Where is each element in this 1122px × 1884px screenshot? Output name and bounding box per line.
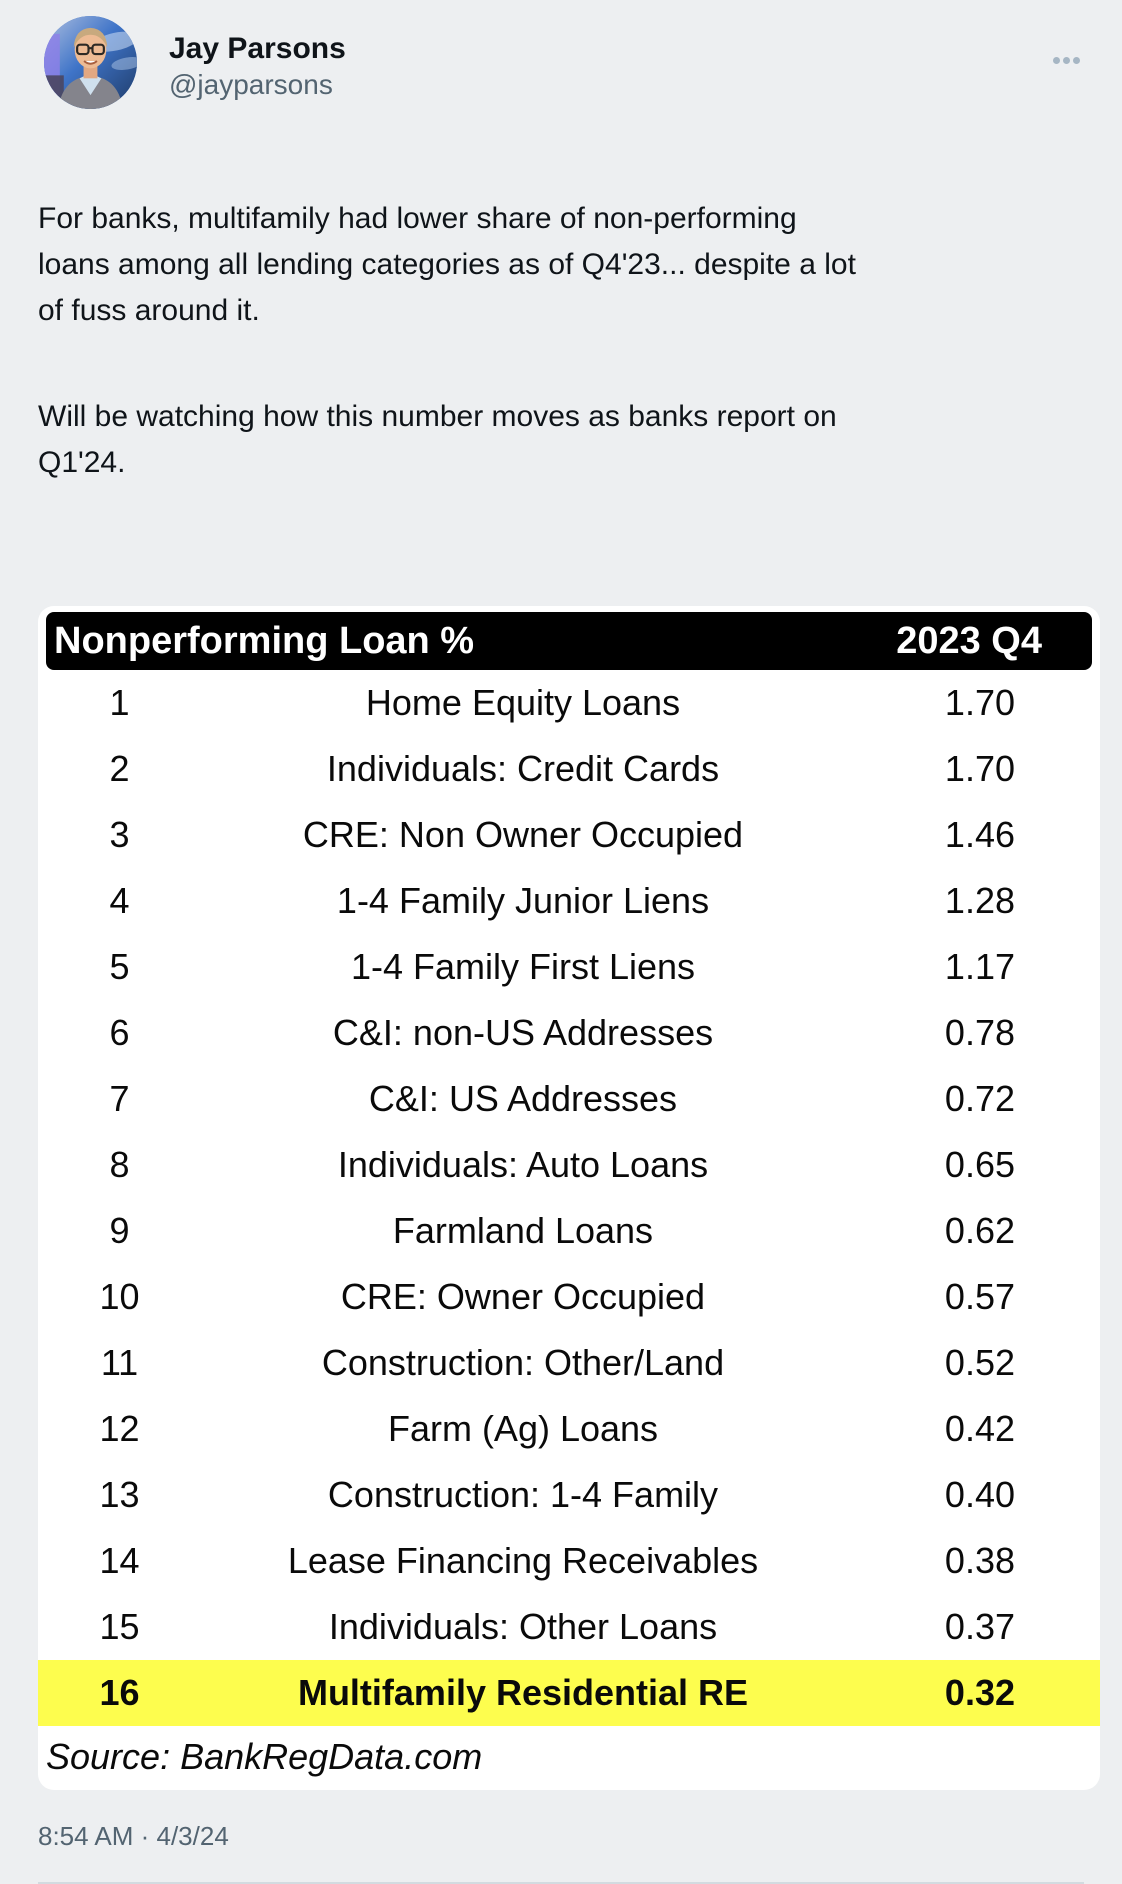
table-row-highlighted: 16 Multifamily Residential RE 0.32 bbox=[38, 1660, 1100, 1726]
row-value: 1.46 bbox=[944, 814, 1015, 855]
tweet-detail: Jay Parsons @jayparsons For banks, multi… bbox=[38, 15, 1100, 1884]
table-header-bar: Nonperforming Loan % 2023 Q4 bbox=[46, 612, 1092, 670]
row-rank: 4 bbox=[109, 880, 130, 921]
row-value: 0.72 bbox=[944, 1078, 1015, 1119]
table-row: 2 Individuals: Credit Cards 1.70 bbox=[38, 736, 1100, 802]
row-category: C&I: non-US Addresses bbox=[332, 1012, 714, 1053]
row-rank: 13 bbox=[99, 1474, 140, 1515]
table-body: 1 Home Equity Loans 1.70 2 Individuals: Cre… bbox=[38, 670, 1100, 1726]
row-category: Home Equity Loans bbox=[365, 682, 681, 723]
row-rank: 12 bbox=[99, 1408, 140, 1449]
table-row: 8 Individuals: Auto Loans 0.65 bbox=[38, 1132, 1100, 1198]
row-rank: 9 bbox=[109, 1210, 130, 1251]
table-title: Nonperforming Loan % bbox=[54, 619, 475, 662]
table-row: 5 1-4 Family First Liens 1.17 bbox=[38, 934, 1100, 1000]
row-rank: 15 bbox=[99, 1606, 140, 1647]
row-rank: 8 bbox=[109, 1144, 130, 1185]
row-value: 0.78 bbox=[944, 1012, 1015, 1053]
row-value: 0.65 bbox=[944, 1144, 1015, 1185]
table-row: 13 Construction: 1-4 Family 0.40 bbox=[38, 1462, 1100, 1528]
table-row: 12 Farm (Ag) Loans 0.42 bbox=[38, 1396, 1100, 1462]
row-category: Individuals: Other Loans bbox=[328, 1606, 718, 1647]
row-category: Lease Financing Receivables bbox=[287, 1540, 759, 1581]
row-value: 0.57 bbox=[944, 1276, 1015, 1317]
row-category: Individuals: Credit Cards bbox=[326, 748, 720, 789]
table-row: 10 CRE: Owner Occupied 0.57 bbox=[38, 1264, 1100, 1330]
more-options-button[interactable] bbox=[1049, 53, 1084, 68]
table-period: 2023 Q4 bbox=[896, 619, 1042, 662]
row-rank: 3 bbox=[109, 814, 130, 855]
row-category: Individuals: Auto Loans bbox=[337, 1144, 709, 1185]
table-row: 7 C&I: US Addresses 0.72 bbox=[38, 1066, 1100, 1132]
row-rank: 5 bbox=[109, 946, 130, 987]
tweet-paragraph: Will be watching how this number moves a… bbox=[38, 400, 837, 479]
row-value: 1.70 bbox=[944, 682, 1015, 723]
row-rank: 1 bbox=[109, 682, 130, 723]
row-category: 1-4 Family Junior Liens bbox=[336, 880, 710, 921]
row-value: 0.42 bbox=[944, 1408, 1015, 1449]
table-row: 1 Home Equity Loans 1.70 bbox=[38, 670, 1100, 736]
row-value: 0.38 bbox=[944, 1540, 1015, 1581]
table-row: 15 Individuals: Other Loans 0.37 bbox=[38, 1594, 1100, 1660]
row-category: Multifamily Residential RE bbox=[297, 1672, 749, 1713]
row-value: 0.62 bbox=[944, 1210, 1015, 1251]
row-value: 1.28 bbox=[944, 880, 1015, 921]
row-category: Farm (Ag) Loans bbox=[387, 1408, 659, 1449]
tweet-header: Jay Parsons @jayparsons bbox=[38, 15, 1084, 109]
avatar[interactable] bbox=[44, 15, 137, 109]
tweet-text: For banks, multifamily had lower share o… bbox=[38, 150, 1084, 532]
ellipsis-icon bbox=[1053, 57, 1080, 64]
table-row: 4 1-4 Family Junior Liens 1.28 bbox=[38, 868, 1100, 934]
row-category: 1-4 Family First Liens bbox=[350, 946, 696, 987]
tweet-media-table[interactable]: Nonperforming Loan % 2023 Q4 1 Home Equit… bbox=[38, 606, 1100, 1790]
row-rank: 2 bbox=[109, 748, 130, 789]
row-category: Construction: 1-4 Family bbox=[327, 1474, 719, 1515]
row-value: 0.52 bbox=[944, 1342, 1015, 1383]
table-row: 6 C&I: non-US Addresses 0.78 bbox=[38, 1000, 1100, 1066]
row-value: 1.17 bbox=[944, 946, 1015, 987]
row-rank: 16 bbox=[99, 1672, 140, 1713]
table-row: 11 Construction: Other/Land 0.52 bbox=[38, 1330, 1100, 1396]
row-rank: 10 bbox=[99, 1276, 140, 1317]
row-value: 0.32 bbox=[944, 1672, 1015, 1713]
timestamp: 8:54 AM · 4/3/24 bbox=[38, 1821, 229, 1851]
table-row: 3 CRE: Non Owner Occupied 1.46 bbox=[38, 802, 1100, 868]
row-category: Farmland Loans bbox=[392, 1210, 654, 1251]
row-category: Construction: Other/Land bbox=[321, 1342, 725, 1383]
user-display-name[interactable]: Jay Parsons bbox=[169, 32, 346, 65]
row-rank: 11 bbox=[100, 1342, 139, 1383]
avatar-image bbox=[44, 15, 137, 109]
row-category: CRE: Non Owner Occupied bbox=[302, 814, 744, 855]
row-rank: 6 bbox=[109, 1012, 130, 1053]
user-handle[interactable]: @jayparsons bbox=[169, 69, 333, 100]
row-category: CRE: Owner Occupied bbox=[340, 1276, 706, 1317]
row-category: C&I: US Addresses bbox=[368, 1078, 678, 1119]
row-rank: 14 bbox=[99, 1540, 140, 1581]
row-value: 0.37 bbox=[944, 1606, 1015, 1647]
row-value: 1.70 bbox=[944, 748, 1015, 789]
row-value: 0.40 bbox=[944, 1474, 1015, 1515]
table-row: 14 Lease Financing Receivables 0.38 bbox=[38, 1528, 1100, 1594]
tweet-paragraph: For banks, multifamily had lower share o… bbox=[38, 202, 856, 327]
table-row: 9 Farmland Loans 0.62 bbox=[38, 1198, 1100, 1264]
table-source: Source: BankRegData.com bbox=[46, 1736, 483, 1777]
user-block: Jay Parsons @jayparsons bbox=[169, 30, 346, 102]
row-rank: 7 bbox=[109, 1078, 130, 1119]
